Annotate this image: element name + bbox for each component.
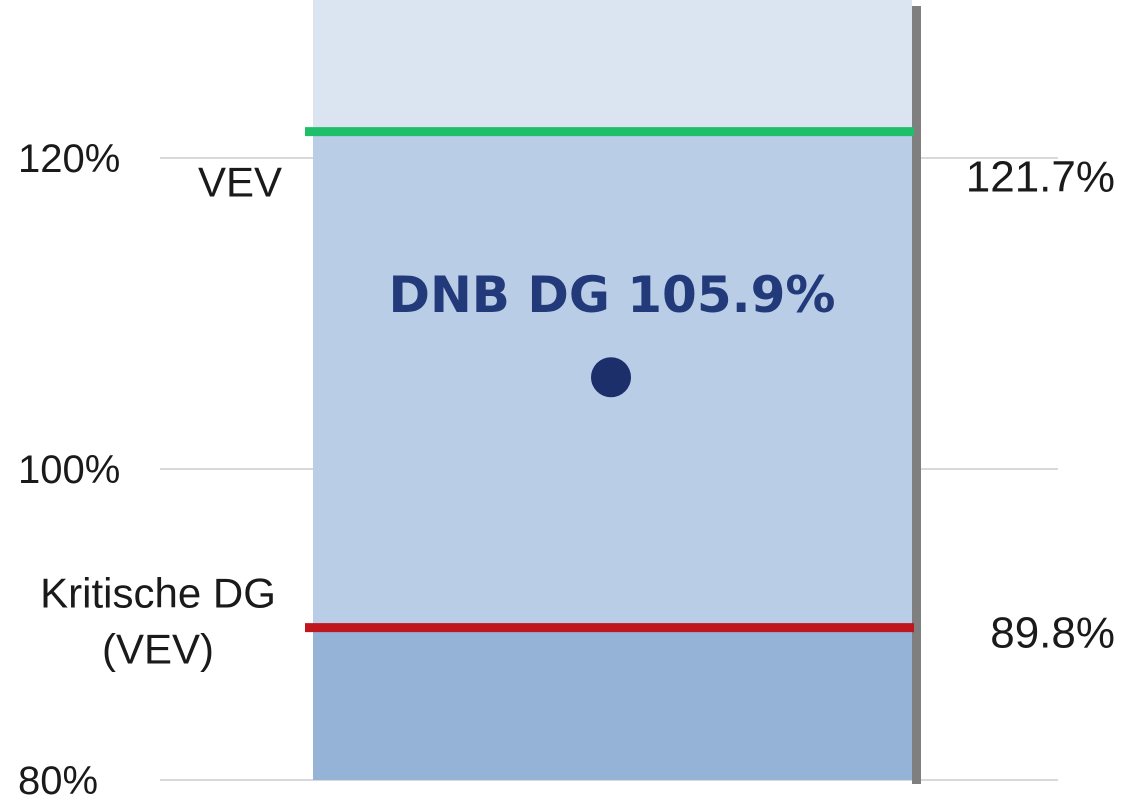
bar-bands <box>313 0 921 784</box>
y-tick-label: 80% <box>18 759 98 803</box>
band-2 <box>313 627 912 780</box>
dnb-dg-point <box>591 357 631 398</box>
label-line: (VEV) <box>102 626 214 673</box>
vev-value-label: 121.7% <box>966 153 1115 202</box>
y-tick-label: 100% <box>18 448 120 492</box>
band-0 <box>313 0 912 132</box>
kritische-dg-value-label: 89.8% <box>990 609 1115 658</box>
kritische-dg-label: Kritische DG (VEV) <box>40 570 276 673</box>
threshold-lines <box>305 127 914 633</box>
y-tick-label: 120% <box>18 137 120 181</box>
vev-label: VEV <box>198 159 282 206</box>
bar-shadow <box>912 6 921 784</box>
label-line: Kritische DG <box>40 570 276 617</box>
dnb-dg-label: DNB DG 105.9% <box>388 266 835 324</box>
chart-labels: 120% 100% 80% 121.7% VEV 89.8% Kritische DG (VE… <box>18 137 1115 803</box>
